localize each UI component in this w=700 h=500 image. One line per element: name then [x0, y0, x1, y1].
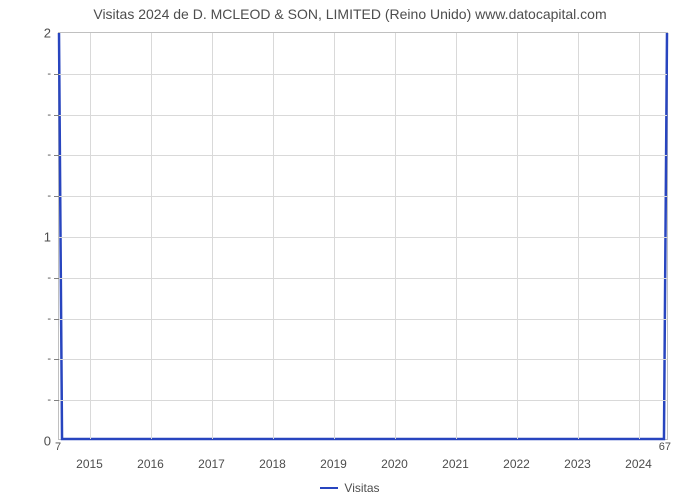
legend-label: Visitas [344, 481, 379, 495]
y-minor-dash: - [47, 68, 59, 80]
gridline-v [273, 33, 274, 439]
x-tick-label: 2024 [625, 439, 652, 471]
gridline-v [578, 33, 579, 439]
x-tick-label: 2016 [137, 439, 164, 471]
x-tick-label: 2018 [259, 439, 286, 471]
x-tick-label: 2021 [442, 439, 469, 471]
y-tick-label: 2 [44, 26, 59, 41]
y-tick-label: 1 [44, 230, 59, 245]
chart-title: Visitas 2024 de D. MCLEOD & SON, LIMITED… [0, 6, 700, 22]
x-left-corner-label: 7 [55, 439, 61, 453]
y-minor-dash: - [47, 149, 59, 161]
legend-item: Visitas [320, 481, 379, 495]
x-tick-label: 2015 [76, 439, 103, 471]
gridline-v [334, 33, 335, 439]
gridline-v [456, 33, 457, 439]
x-tick-label: 2019 [320, 439, 347, 471]
gridline-v [212, 33, 213, 439]
gridline-v [90, 33, 91, 439]
x-right-corner-label: 67 [659, 439, 671, 453]
gridline-v [395, 33, 396, 439]
y-minor-dash: - [47, 272, 59, 284]
y-minor-dash: - [47, 394, 59, 406]
y-minor-dash: - [47, 190, 59, 202]
plot-area: 012--------20152016201720182019202020212… [58, 32, 668, 440]
x-tick-label: 2023 [564, 439, 591, 471]
y-minor-dash: - [47, 109, 59, 121]
y-minor-dash: - [47, 353, 59, 365]
y-minor-dash: - [47, 313, 59, 325]
x-tick-label: 2017 [198, 439, 225, 471]
legend: Visitas [0, 478, 700, 495]
gridline-v [151, 33, 152, 439]
x-tick-label: 2020 [381, 439, 408, 471]
legend-swatch [320, 487, 338, 489]
x-tick-label: 2022 [503, 439, 530, 471]
chart-container: Visitas 2024 de D. MCLEOD & SON, LIMITED… [0, 0, 700, 500]
gridline-v [517, 33, 518, 439]
gridline-v [639, 33, 640, 439]
